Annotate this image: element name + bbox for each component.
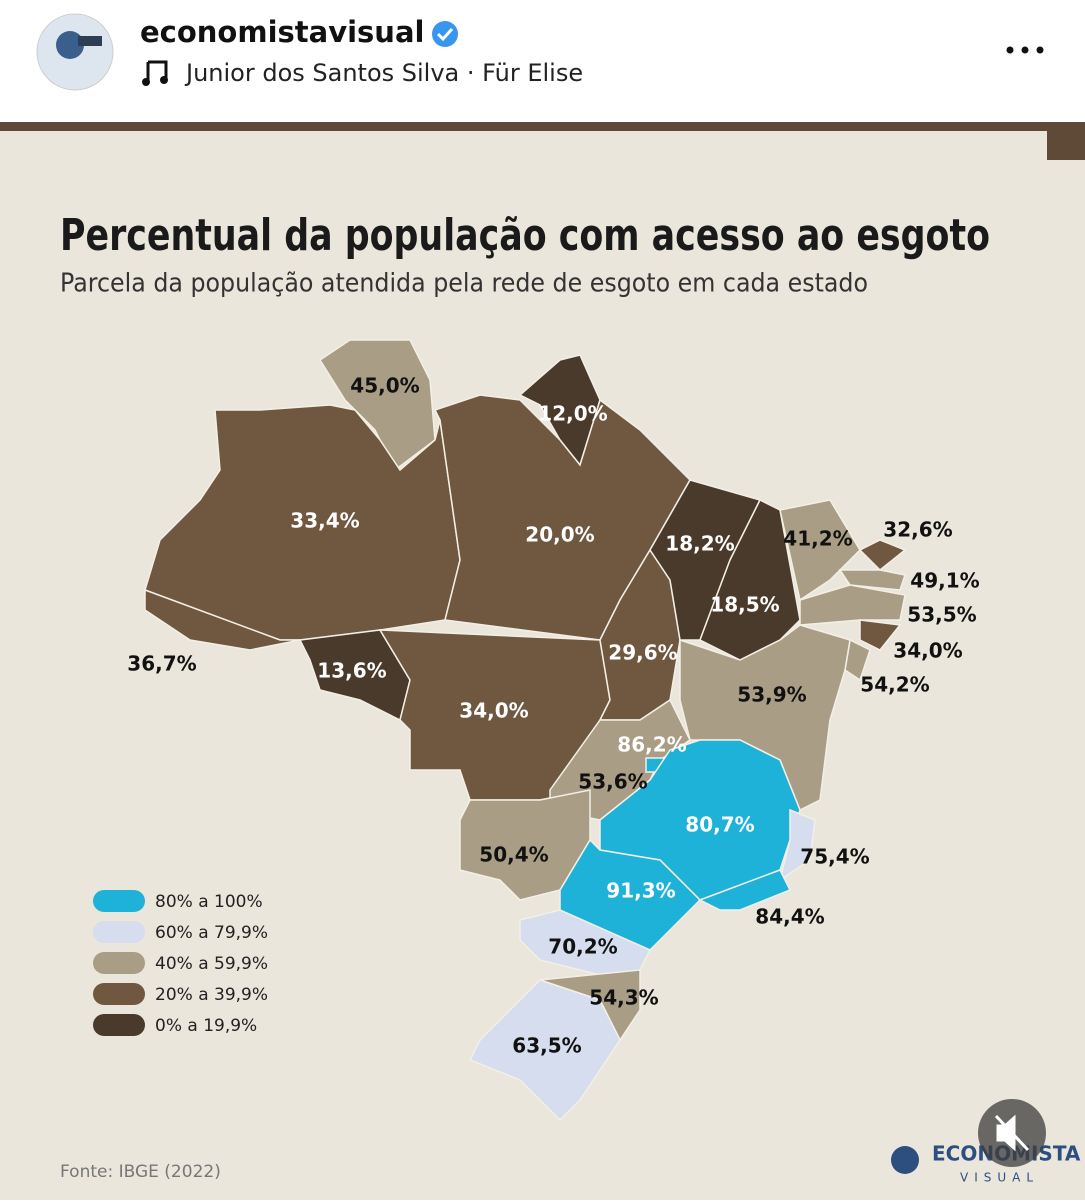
state: [519, 909, 652, 976]
state: [859, 619, 902, 651]
mute-icon: [994, 1114, 1030, 1152]
legend-label: 40% a 59,9%: [155, 954, 268, 974]
state: [779, 499, 861, 602]
state-label: 50,4%: [479, 843, 548, 867]
legend-label: 60% a 79,9%: [155, 923, 268, 943]
legend-label: 80% a 100%: [155, 892, 263, 912]
state-label: 54,2%: [860, 673, 929, 697]
state-label: 12,0%: [538, 402, 607, 426]
state-label: 34,0%: [893, 639, 962, 663]
username[interactable]: economistavisual: [140, 15, 424, 49]
state: [144, 588, 301, 651]
state-label: 18,2%: [665, 532, 734, 556]
legend-swatch: [93, 1014, 145, 1036]
state-label: 36,7%: [127, 652, 196, 676]
state-label: 45,0%: [350, 374, 419, 398]
music-note: [142, 78, 150, 86]
state-label: 41,2%: [783, 527, 852, 551]
state: [698, 869, 792, 911]
legend-swatch: [93, 921, 145, 943]
state-label: 91,3%: [606, 879, 675, 903]
state-label: 80,7%: [685, 813, 754, 837]
state-label: 49,1%: [910, 569, 979, 593]
music-label[interactable]: Junior dos Santos Silva · Für Elise: [184, 59, 583, 87]
header-bar: [0, 0, 1085, 122]
logo-tagline: VISUAL: [960, 1171, 1039, 1185]
state: [778, 808, 816, 882]
source: Fonte: IBGE (2022): [60, 1162, 221, 1182]
legend-swatch: [93, 890, 145, 912]
state: [699, 498, 801, 661]
state-label: 34,0%: [459, 699, 528, 723]
state-label: 53,9%: [737, 683, 806, 707]
logo-icon: [891, 1146, 919, 1174]
legend-label: 20% a 39,9%: [155, 985, 268, 1005]
state: [838, 569, 906, 591]
avatar-figure: [56, 31, 84, 59]
state-label: 70,2%: [548, 935, 617, 959]
legend-swatch: [93, 952, 145, 974]
state: [858, 539, 907, 572]
legend-swatch: [93, 983, 145, 1005]
state: [598, 548, 681, 721]
verified-check: [436, 27, 454, 42]
state-label: 13,6%: [317, 659, 386, 683]
state: [459, 789, 591, 901]
state: [468, 979, 621, 1122]
state-label: 53,5%: [907, 603, 976, 627]
state-label: 33,4%: [290, 509, 359, 533]
state-label: 29,6%: [608, 641, 677, 665]
top-border: [0, 122, 1085, 131]
state-label: 75,4%: [800, 845, 869, 869]
state-label: 84,4%: [755, 905, 824, 929]
state-label: 18,5%: [710, 593, 779, 617]
map-subtitle: Parcela da população atendida pela rede …: [60, 269, 868, 299]
legend-label: 0% a 19,9%: [155, 1016, 257, 1036]
more-menu[interactable]: [1006, 46, 1044, 54]
state-label: 20,0%: [525, 523, 594, 547]
state-label: 86,2%: [617, 733, 686, 757]
verified-badge: [432, 21, 458, 47]
state-label: 53,6%: [578, 770, 647, 794]
map-title: Percentual da população com acesso ao es…: [60, 210, 990, 261]
avatar-binocular: [78, 36, 102, 46]
state-label: 54,3%: [589, 986, 658, 1010]
corner-block: [1047, 131, 1085, 160]
music-note: [160, 76, 168, 84]
state: [559, 838, 702, 951]
state-label: 32,6%: [883, 518, 952, 542]
state-label: 63,5%: [512, 1034, 581, 1058]
